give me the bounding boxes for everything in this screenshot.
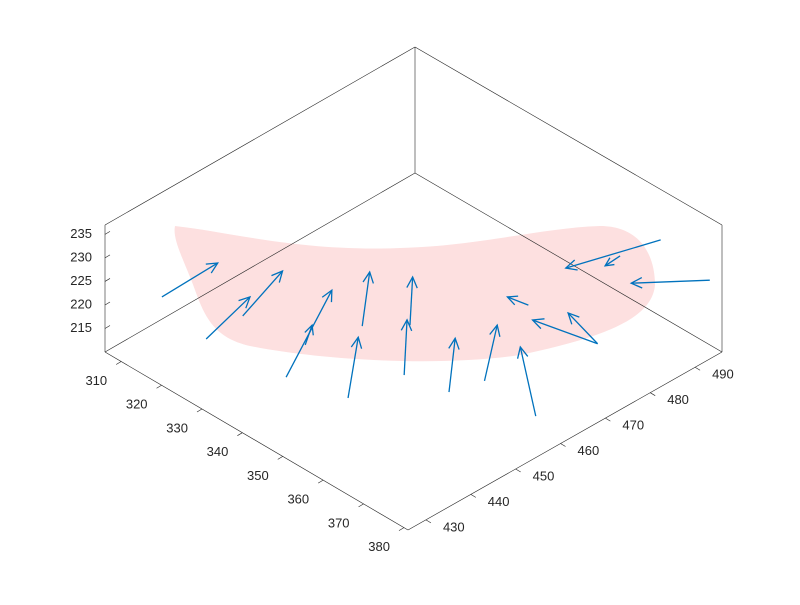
arrow-shaft [161,262,219,298]
arrow-shaft [565,239,661,269]
arrow-head [516,345,529,359]
arrow-head [321,288,333,303]
arrow-shaft [448,338,456,393]
x-tick-label: 380 [368,539,390,554]
z-tick-label: 230 [70,249,92,264]
z-tick [104,278,111,282]
y-axis-line [407,351,723,531]
y-tick [650,392,656,396]
x-tick-label: 340 [207,444,229,459]
x-tick-label: 320 [126,397,148,412]
arrow-head [567,311,580,325]
x-tick-label: 310 [85,373,107,388]
arrow-shaft [361,271,371,327]
y-tick [560,443,566,447]
arrow-shaft [409,276,414,326]
x-tick [196,408,203,413]
arrow-head [362,270,374,284]
y-tick [425,519,432,524]
y-tick-label: 440 [488,494,510,509]
y-tick-label: 470 [622,418,644,433]
arrow-shaft [483,324,498,381]
box-edge [104,46,416,226]
arrow-head [406,275,418,289]
z-tick-label: 225 [70,273,92,288]
y-tick-label: 490 [712,367,734,382]
sample-surface [174,226,656,362]
arrow-shaft [304,324,313,346]
y-tick [515,468,521,473]
z-tick-label: 220 [70,296,92,311]
y-tick-label: 460 [578,443,600,458]
z-tick [104,325,111,329]
arrow-head [350,335,363,349]
arrow-head [271,269,284,283]
x-axis-line [104,351,409,531]
z-tick-label: 215 [70,320,92,335]
box-edge [414,172,723,353]
arrow-shaft [242,270,284,317]
x-tick-label: 360 [287,492,309,507]
x-tick [156,384,162,389]
x-tick [398,527,405,531]
arrow-head [304,323,314,336]
x-tick [318,479,324,484]
y-tick-label: 450 [533,468,555,483]
x-tick [358,503,364,508]
arrow-head [489,323,501,337]
arrow-shaft [631,279,710,284]
arrow-head [564,259,578,271]
arrow-shaft [403,319,408,376]
x-tick [277,456,283,460]
arrow-head [400,318,413,332]
arrow-head [238,295,252,309]
y-tick-label: 430 [443,519,465,534]
arrow-head [205,262,220,274]
z-tick [104,254,111,259]
x-tick-label: 370 [328,515,350,530]
arrow-head [531,318,545,330]
box-edge [414,46,723,226]
z-tick [104,231,111,235]
box-edge [104,172,416,353]
x-tick [237,432,243,436]
arrow-shaft [604,255,621,267]
z-tick [104,301,111,306]
x-tick-label: 330 [166,420,188,435]
arrow-head [629,277,643,289]
arrow-shaft [205,296,251,340]
arrow-shaft [519,346,537,417]
z-tick-label: 235 [70,226,92,241]
arrow-shaft [567,312,599,345]
arrow-head [506,295,519,306]
arrow-shaft [347,337,359,399]
y-tick [605,417,611,422]
arrow-head [448,336,460,350]
y-tick [694,366,701,371]
x-tick-label: 350 [247,468,269,483]
x-tick [116,361,122,365]
arrow-shaft [507,296,529,306]
arrow-head [603,257,615,267]
y-tick [470,494,476,498]
axes-box [104,46,723,531]
arrow-shaft [532,319,598,345]
y-tick-label: 480 [667,392,689,407]
